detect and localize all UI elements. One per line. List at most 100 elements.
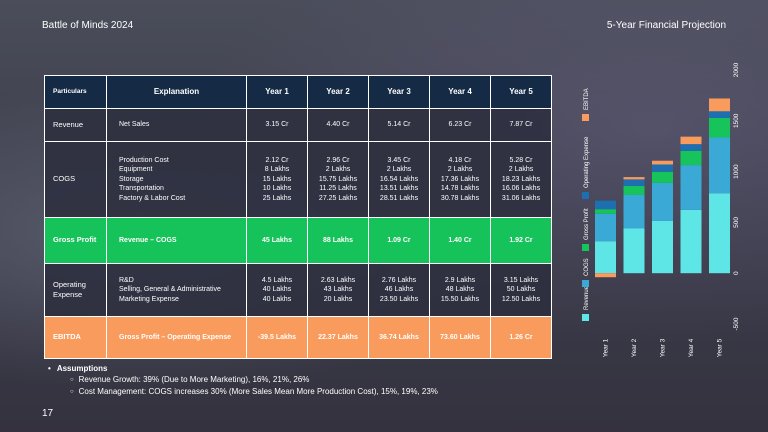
opex-year-1: 4.5 Lakhs 40 Lakhs 40 Lakhs <box>246 263 308 317</box>
opex-year-5: 3.15 Lakhs 50 Lakhs 12.50 Lakhs <box>490 263 552 317</box>
cogs-year-5: 5.28 Cr 2 Lakhs 18.23 Lakhs 16.06 Lakhs 31.0… <box>490 141 552 218</box>
bar-ebitda <box>595 273 616 278</box>
col-header-year-2: Year 2 <box>307 75 369 109</box>
bar-gross-profit <box>680 150 702 166</box>
gross-profit-year-5: 1.92 Cr <box>490 217 552 264</box>
x-tick-label: Year 1 <box>603 338 610 357</box>
page-number: 17 <box>42 408 54 419</box>
bar-gross-profit <box>595 209 616 214</box>
opex-item: Marketing Expense <box>119 295 179 303</box>
row-label-gross-profit: Gross Profit <box>44 217 107 264</box>
col-header-year-5: Year 5 <box>490 75 552 109</box>
col-header-year-4: Year 4 <box>429 75 491 109</box>
gross-profit-year-1: 45 Lakhs <box>246 217 308 264</box>
assumption-item: Revenue Growth: 39% (Due to More Marketi… <box>48 374 438 385</box>
bar-ebitda <box>709 98 730 112</box>
slide-title: 5-Year Financial Projection <box>606 20 726 31</box>
explanation-ebitda: Gross Profit – Operating Expense <box>106 316 247 359</box>
presentation-title: Battle of Minds 2024 <box>42 20 134 31</box>
bar-operating-expense <box>595 200 616 210</box>
legend-swatch <box>582 280 589 287</box>
bar-revenue <box>595 241 616 274</box>
x-tick-label: Year 5 <box>717 338 724 357</box>
y-tick-label: 1500 <box>733 113 740 128</box>
legend-swatch <box>582 192 589 199</box>
row-label-cogs: COGS <box>44 141 107 218</box>
opex-item: R&D <box>119 276 134 284</box>
x-tick-label: Year 4 <box>688 338 695 357</box>
bar-operating-expense <box>680 144 702 151</box>
bar-revenue <box>709 193 730 274</box>
stacked-bar-chart: -500 0 500 1000 1500 2000 Year 1 Year 2 Year 3 Ye… <box>582 62 740 357</box>
explanation-cogs: Production Cost Equipment Storage Transp… <box>106 141 247 218</box>
bar-ebitda <box>623 177 645 180</box>
revenue-year-1: 3.15 Cr <box>246 108 308 142</box>
assumptions-list: Assumptions Revenue Growth: 39% (Due to … <box>48 363 438 397</box>
explanation-operating-expense: R&D Selling, General & Administrative Ma… <box>106 263 247 317</box>
bar-cogs <box>595 213 616 242</box>
revenue-year-3: 5.14 Cr <box>368 108 430 142</box>
legend-label: Operating Expense <box>584 136 590 188</box>
assumption-item: Cost Management: COGS increases 30% (Mor… <box>48 386 438 397</box>
legend-swatch <box>582 114 589 121</box>
ebitda-year-4: 73.60 Lakhs <box>429 316 491 359</box>
ebitda-year-5: 1.26 Cr <box>490 316 552 359</box>
cogs-year-2: 2.96 Cr 2 Lakhs 15.75 Lakhs 11.25 Lakhs 27.2… <box>307 141 369 218</box>
y-tick-label: 500 <box>733 217 740 228</box>
bar-operating-expense <box>623 179 645 187</box>
y-tick-label: 1000 <box>733 164 740 179</box>
col-header-year-1: Year 1 <box>246 75 308 109</box>
legend-label: EBITDA <box>584 88 590 110</box>
row-ebitda: EBITDA Gross Profit – Operating Expense … <box>44 316 552 359</box>
bar-revenue <box>680 209 702 274</box>
gross-profit-year-3: 1.09 Cr <box>368 217 430 264</box>
row-label-ebitda: EBITDA <box>44 316 107 359</box>
bar-gross-profit <box>709 117 730 138</box>
opex-year-4: 2.9 Lakhs 48 Lakhs 15.50 Lakhs <box>429 263 491 317</box>
legend-label: Revenue <box>584 285 590 310</box>
cogs-item: Production Cost <box>119 156 169 164</box>
table-header-row: Particulars Explanation Year 1 Year 2 Ye… <box>44 75 552 109</box>
explanation-revenue: Net Sales <box>106 108 247 142</box>
legend-swatch <box>582 314 589 321</box>
row-label-operating-expense: Operating Expense <box>44 263 107 317</box>
gross-profit-year-2: 88 Lakhs <box>307 217 369 264</box>
legend-swatch <box>582 244 589 251</box>
bar-cogs <box>680 165 702 210</box>
y-tick-label: -500 <box>733 317 740 330</box>
bar-ebitda <box>652 160 673 165</box>
col-header-year-3: Year 3 <box>368 75 430 109</box>
cogs-year-3: 3.45 Cr 2 Lakhs 16.54 Lakhs 13.51 Lakhs 28.5… <box>368 141 430 218</box>
bar-revenue <box>623 228 645 274</box>
cogs-item: Transportation <box>119 185 164 193</box>
x-tick-label: Year 3 <box>660 338 667 357</box>
cogs-item: Storage <box>119 175 144 183</box>
cogs-item: Equipment <box>119 166 153 174</box>
legend-label: COGS <box>584 258 590 276</box>
revenue-year-4: 6.23 Cr <box>429 108 491 142</box>
cogs-item: Factory & Labor Cost <box>119 194 186 202</box>
col-header-explanation: Explanation <box>106 75 247 109</box>
bar-operating-expense <box>652 164 673 172</box>
bar-cogs <box>652 182 673 221</box>
cogs-year-1: 2.12 Cr 8 Lakhs 15 Lakhs 10 Lakhs 25 Lakhs <box>246 141 308 218</box>
explanation-gross-profit: Revenue – COGS <box>106 217 247 264</box>
row-gross-profit: Gross Profit Revenue – COGS 45 Lakhs 88 … <box>44 217 552 264</box>
opex-year-2: 2.63 Lakhs 43 Lakhs 20 Lakhs <box>307 263 369 317</box>
col-header-particulars: Particulars <box>44 75 107 109</box>
ebitda-year-2: 22.37 Lakhs <box>307 316 369 359</box>
bar-operating-expense <box>709 111 730 118</box>
revenue-year-5: 7.87 Cr <box>490 108 552 142</box>
cogs-year-4: 4.18 Cr 2 Lakhs 17.36 Lakhs 14.78 Lakhs 30.7… <box>429 141 491 218</box>
row-operating-expense: Operating Expense R&D Selling, General &… <box>44 263 552 317</box>
assumptions-title: Assumptions <box>48 363 438 374</box>
ebitda-year-3: 36.74 Lakhs <box>368 316 430 359</box>
opex-year-3: 2.76 Lakhs 46 Lakhs 23.50 Lakhs <box>368 263 430 317</box>
y-tick-label: 2000 <box>733 62 740 77</box>
revenue-year-2: 4.40 Cr <box>307 108 369 142</box>
ebitda-year-1: -39.5 Lakhs <box>246 316 308 359</box>
row-cogs: COGS Production Cost Equipment Storage T… <box>44 141 552 218</box>
row-label-revenue: Revenue <box>44 108 107 142</box>
x-tick-label: Year 2 <box>631 338 638 357</box>
row-revenue: Revenue Net Sales 3.15 Cr 4.40 Cr 5.14 C… <box>44 108 552 142</box>
